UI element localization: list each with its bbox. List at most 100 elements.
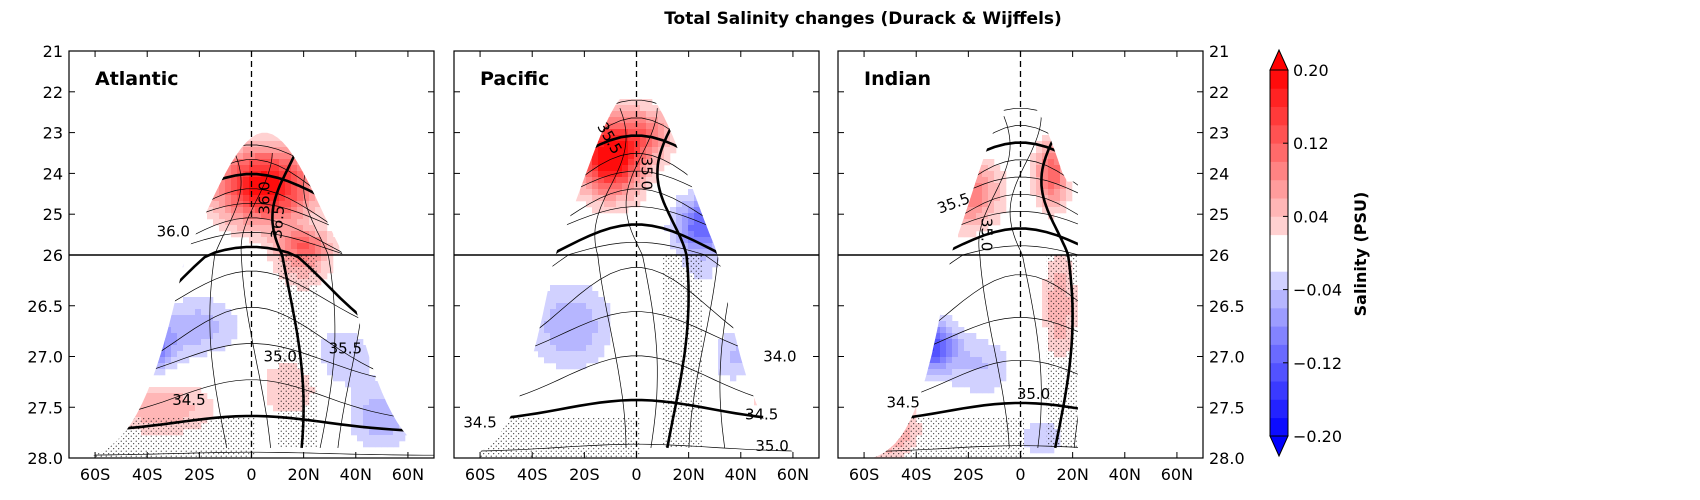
colorbar-tick-label: 0.12	[1293, 134, 1329, 153]
colorbar: 0.20 0.12 0.04 −0.04 −0.12 −0.20 Salinity (PSU…	[1269, 48, 1370, 458]
colorbar-bin	[1270, 88, 1288, 107]
salinity-change-field	[466, 99, 791, 458]
x-tick-label: 20S	[953, 465, 984, 484]
contour-label: 34.5	[463, 414, 496, 432]
contour-label: 35.0	[755, 437, 788, 455]
colorbar-bin	[1270, 70, 1288, 89]
colorbar-bin	[1270, 179, 1288, 199]
contour-label: 35.0	[638, 157, 656, 190]
x-tick-label: 60S	[465, 465, 496, 484]
colorbar-bin	[1270, 271, 1288, 290]
colorbar-tick-label: 0.04	[1293, 207, 1329, 226]
contour-label: 36.0	[157, 223, 190, 241]
colorbar-tick-label: −0.04	[1293, 281, 1342, 300]
colorbar-bin	[1270, 216, 1288, 236]
x-tick-label: 60S	[80, 465, 111, 484]
contour-label: 36.0	[256, 181, 274, 214]
colorbar-bin	[1270, 124, 1288, 144]
y-tick-label-right: 22	[1209, 83, 1229, 102]
y-tick-label-right: 27.0	[1209, 348, 1245, 367]
significance-stipple	[864, 417, 1025, 458]
x-tick-label: 40N	[725, 465, 757, 484]
contour-label: 35.0	[977, 218, 995, 251]
colorbar-frame	[1269, 69, 1289, 437]
y-tick-label-right: 27.5	[1209, 398, 1245, 417]
y-tick-label-right: 21	[1209, 42, 1229, 61]
colorbar-bin	[1270, 362, 1288, 382]
colorbar-bin	[1270, 326, 1288, 345]
colorbar-tick-label: 0.20	[1293, 61, 1329, 80]
colorbar-bin	[1270, 161, 1288, 181]
x-tick-label: 0	[631, 465, 641, 484]
contour-label: 34.5	[745, 405, 778, 423]
y-tick-label-left: 21	[43, 42, 63, 61]
x-tick-label: 40N	[1109, 465, 1141, 484]
x-tick-label: 60S	[849, 465, 880, 484]
colorbar-tick-label: −0.12	[1293, 354, 1342, 373]
x-tick-label: 40S	[132, 465, 163, 484]
y-tick-label-left: 22	[43, 83, 63, 102]
contour-label: 34.0	[763, 348, 796, 366]
y-tick-label-right: 26	[1209, 246, 1229, 265]
x-tick-label: 40N	[340, 465, 372, 484]
y-tick-label-left: 27.5	[27, 398, 63, 417]
colorbar-bin	[1270, 307, 1288, 327]
contour-label: 35.0	[263, 348, 296, 366]
colorbar-extend-max	[1269, 48, 1289, 71]
panel-title: Indian	[864, 68, 931, 90]
colorbar-bin	[1270, 253, 1288, 272]
x-tick-label: 0	[1015, 465, 1025, 484]
contour-label: 34.5	[172, 391, 205, 409]
colorbar-bin	[1270, 106, 1288, 126]
significance-stipple	[662, 255, 703, 448]
contour-label: 35.5	[329, 339, 362, 357]
colorbar-bin	[1270, 399, 1288, 419]
colorbar-label: Salinity (PSU)	[1351, 192, 1370, 317]
contour-label: 35.0	[1017, 385, 1050, 403]
x-tick-label: 60N	[1161, 465, 1193, 484]
panel-title: Pacific	[480, 68, 549, 90]
y-tick-label-left: 23	[43, 124, 63, 143]
x-tick-label: 40S	[901, 465, 932, 484]
x-tick-label: 40S	[517, 465, 548, 484]
significance-stipple	[480, 417, 641, 458]
y-tick-label-right: 28.0	[1209, 449, 1245, 468]
x-tick-label: 20N	[1056, 465, 1088, 484]
y-tick-label-right: 24	[1209, 164, 1229, 183]
contour-label: 36.5	[267, 205, 288, 240]
colorbar-bin	[1270, 381, 1288, 400]
y-tick-label-left: 27.0	[27, 348, 63, 367]
y-tick-label-left: 28.0	[27, 449, 63, 468]
salinity-change-field	[95, 132, 418, 458]
y-tick-label-left: 25	[43, 205, 63, 224]
colorbar-bin	[1270, 344, 1288, 364]
y-tick-label-right: 23	[1209, 124, 1229, 143]
contour-label: 34.5	[886, 393, 919, 411]
y-axis-labels: 21 21 22 22 23 23 24 24 25 25 26 26 26.5 26.5 27.0 27.0…	[27, 42, 1244, 468]
colorbar-tick-label: −0.20	[1293, 427, 1342, 446]
x-tick-label: 20S	[569, 465, 600, 484]
colorbar-bin	[1270, 143, 1288, 162]
y-tick-label-left: 24	[43, 164, 63, 183]
colorbar-extend-min	[1269, 435, 1289, 458]
y-tick-label-left: 26	[43, 246, 63, 265]
colorbar-bin	[1270, 289, 1288, 309]
y-tick-label-right: 26.5	[1209, 297, 1245, 316]
x-tick-label: 60N	[777, 465, 809, 484]
y-tick-label-left: 26.5	[27, 297, 63, 316]
x-tick-label: 60N	[392, 465, 424, 484]
y-tick-label-right: 25	[1209, 205, 1229, 224]
x-tick-label: 20N	[672, 465, 704, 484]
colorbar-bin	[1270, 234, 1288, 254]
panel-title: Atlantic	[95, 68, 179, 90]
x-tick-label: 20N	[287, 465, 319, 484]
chart-title: Total Salinity changes (Durack & Wijffel…	[664, 9, 1062, 29]
x-tick-label: 20S	[184, 465, 215, 484]
colorbar-bin	[1270, 417, 1288, 437]
x-tick-label: 0	[246, 465, 256, 484]
colorbar-bin	[1270, 198, 1288, 217]
